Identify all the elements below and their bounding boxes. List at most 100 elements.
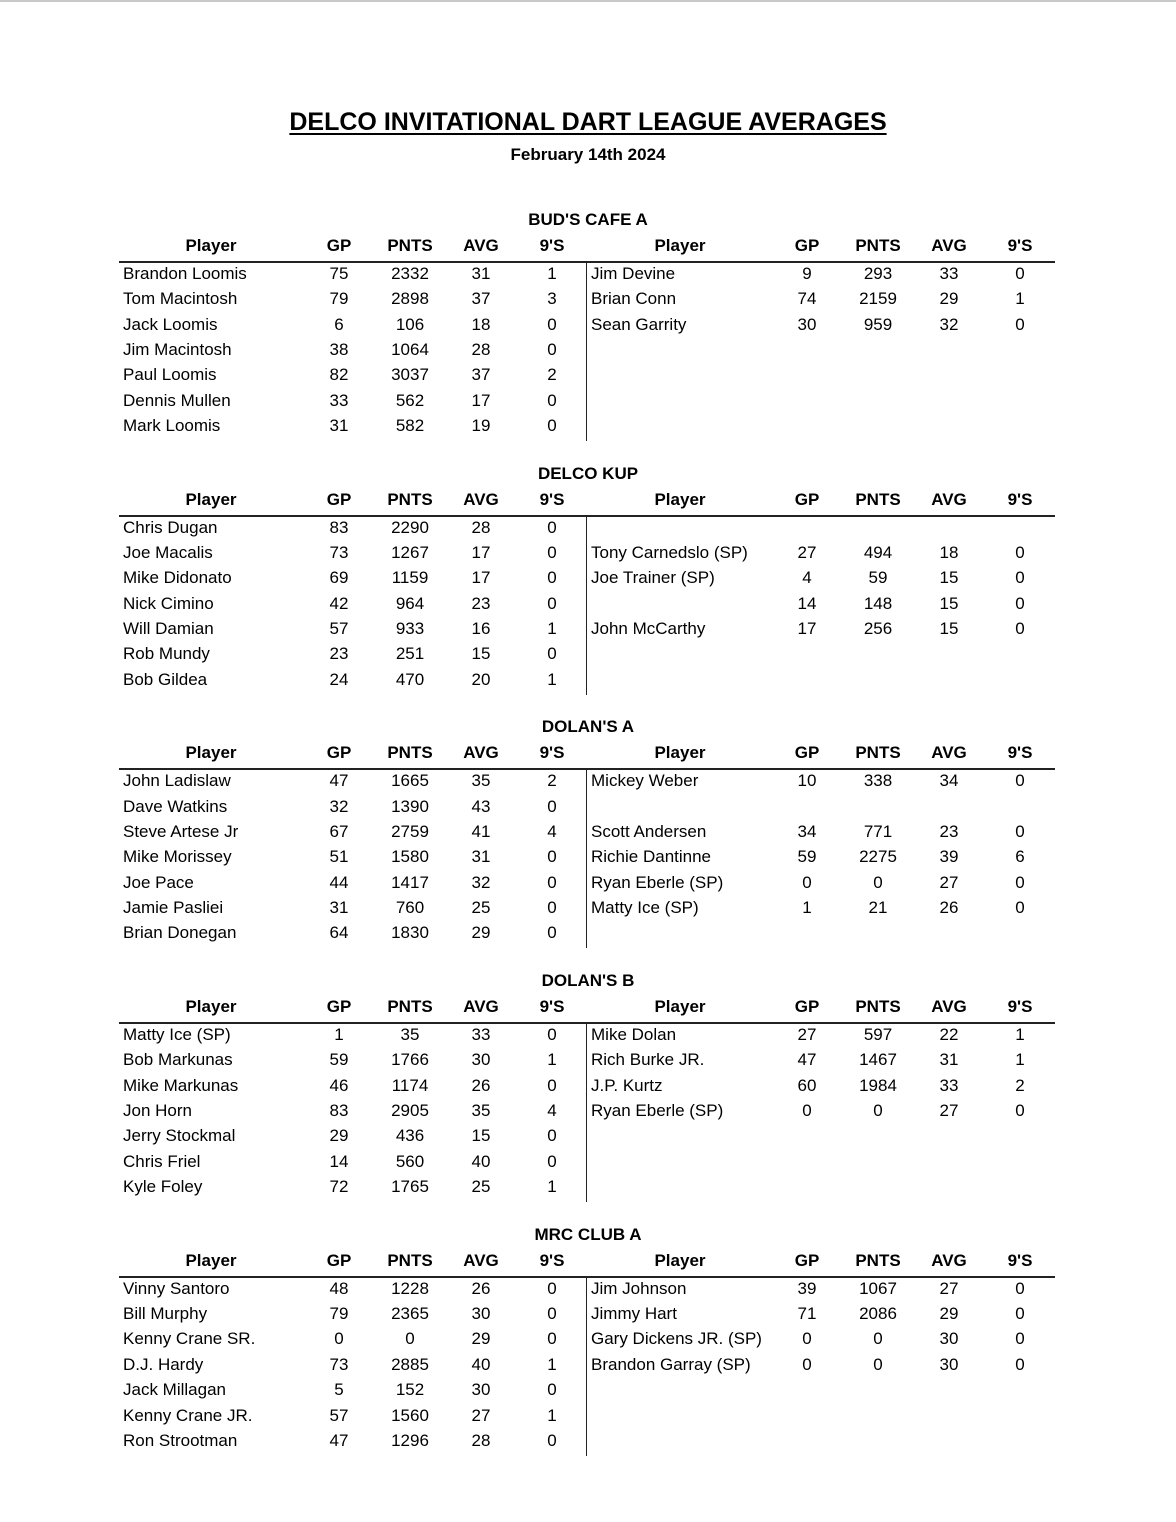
player-name: Mickey Weber bbox=[591, 771, 699, 791]
stat-pnts: 1267 bbox=[391, 543, 429, 563]
team-section: DOLAN'S A Player GP PNTS AVG 9'S John Ladislaw… bbox=[0, 717, 1176, 967]
column-header: 9'S bbox=[1007, 489, 1033, 509]
stat-gp: 0 bbox=[802, 1354, 812, 1374]
stat-gp: 57 bbox=[329, 1405, 349, 1425]
team-section: DELCO KUP Player GP PNTS AVG 9'S Chris Dugan 83… bbox=[0, 464, 1176, 714]
column-header: GP bbox=[326, 997, 352, 1017]
header-rule bbox=[119, 768, 1055, 771]
stat-nines: 0 bbox=[1015, 898, 1025, 918]
player-name: Joe Trainer (SP) bbox=[591, 568, 715, 588]
column-header: GP bbox=[794, 997, 820, 1017]
player-name: Jim Devine bbox=[591, 264, 676, 283]
stat-gp: 0 bbox=[802, 1101, 812, 1121]
stat-nines: 0 bbox=[547, 593, 557, 613]
stat-avg: 26 bbox=[471, 1278, 491, 1298]
stat-gp: 69 bbox=[329, 568, 349, 588]
header-rule bbox=[119, 261, 1055, 263]
stat-gp: 59 bbox=[797, 847, 817, 867]
stat-pnts: 106 bbox=[395, 314, 425, 334]
stat-pnts: 2159 bbox=[859, 289, 897, 309]
stat-pnts: 494 bbox=[863, 543, 893, 563]
stat-gp: 6 bbox=[334, 314, 344, 334]
stat-avg: 15 bbox=[939, 619, 959, 639]
column-header: 9'S bbox=[539, 997, 565, 1017]
stat-avg: 27 bbox=[939, 1101, 959, 1121]
column-header: AVG bbox=[463, 1250, 499, 1270]
stat-avg: 25 bbox=[471, 898, 491, 918]
stat-avg: 17 bbox=[471, 390, 491, 410]
stat-nines: 4 bbox=[547, 822, 557, 842]
team-name: BUD'S CAFE A bbox=[528, 210, 648, 229]
stat-pnts: 1560 bbox=[391, 1405, 429, 1425]
stat-nines: 0 bbox=[1015, 543, 1025, 563]
player-name: J.P. Kurtz bbox=[591, 1075, 663, 1095]
player-name: Ryan Eberle (SP) bbox=[591, 872, 724, 892]
stat-gp: 31 bbox=[329, 416, 349, 436]
stat-gp: 71 bbox=[797, 1304, 817, 1324]
stat-avg: 28 bbox=[471, 517, 491, 537]
stat-gp: 32 bbox=[329, 796, 349, 816]
stat-gp: 27 bbox=[797, 543, 817, 563]
column-header: AVG bbox=[931, 1250, 967, 1270]
stat-gp: 74 bbox=[797, 289, 817, 309]
stat-pnts: 1467 bbox=[859, 1050, 897, 1070]
stat-gp: 10 bbox=[797, 771, 817, 791]
stat-avg: 15 bbox=[471, 1126, 491, 1146]
stat-avg: 35 bbox=[471, 771, 491, 791]
stat-gp: 1 bbox=[334, 1025, 344, 1045]
player-name: Bill Murphy bbox=[123, 1304, 208, 1324]
stat-pnts: 2905 bbox=[391, 1101, 429, 1121]
stat-pnts: 597 bbox=[863, 1025, 893, 1045]
column-header: AVG bbox=[931, 236, 967, 255]
player-name: Bob Gildea bbox=[123, 669, 208, 689]
player-name: Brandon Garray (SP) bbox=[591, 1354, 751, 1374]
stat-gp: 46 bbox=[329, 1075, 349, 1095]
stat-pnts: 2290 bbox=[391, 517, 429, 537]
stat-gp: 5 bbox=[334, 1380, 344, 1400]
stat-pnts: 148 bbox=[863, 593, 893, 613]
stat-gp: 47 bbox=[329, 771, 349, 791]
stat-avg: 29 bbox=[471, 923, 491, 943]
stat-pnts: 964 bbox=[395, 593, 425, 613]
stat-gp: 38 bbox=[329, 340, 349, 360]
player-name: Jon Horn bbox=[123, 1101, 192, 1121]
stat-avg: 27 bbox=[939, 1278, 959, 1298]
stat-gp: 59 bbox=[329, 1050, 349, 1070]
stat-gp: 29 bbox=[329, 1126, 349, 1146]
stat-avg: 30 bbox=[939, 1329, 959, 1349]
player-name: Bob Markunas bbox=[123, 1050, 233, 1070]
stat-nines: 0 bbox=[547, 517, 557, 537]
player-name: Jimmy Hart bbox=[591, 1304, 677, 1324]
stat-nines: 0 bbox=[547, 872, 557, 892]
stat-pnts: 1296 bbox=[391, 1430, 429, 1450]
stat-pnts: 562 bbox=[395, 390, 425, 410]
stat-pnts: 293 bbox=[863, 264, 893, 283]
stat-nines: 0 bbox=[1015, 1304, 1025, 1324]
stat-gp: 14 bbox=[329, 1151, 349, 1171]
stat-gp: 39 bbox=[797, 1278, 817, 1298]
stat-avg: 30 bbox=[471, 1050, 491, 1070]
player-name: Chris Friel bbox=[123, 1151, 201, 1171]
stat-avg: 29 bbox=[471, 1329, 491, 1349]
column-header: 9'S bbox=[539, 743, 565, 763]
stat-pnts: 1580 bbox=[391, 847, 429, 867]
stat-avg: 32 bbox=[939, 314, 959, 334]
stat-avg: 18 bbox=[471, 314, 491, 334]
stat-nines: 2 bbox=[547, 365, 557, 385]
stat-pnts: 2086 bbox=[859, 1304, 897, 1324]
column-header: 9'S bbox=[539, 489, 565, 509]
column-header: GP bbox=[326, 743, 352, 763]
stat-pnts: 1159 bbox=[391, 568, 429, 588]
column-header: GP bbox=[326, 489, 352, 509]
stat-pnts: 0 bbox=[405, 1329, 415, 1349]
stat-nines: 3 bbox=[547, 289, 557, 309]
stat-nines: 1 bbox=[547, 1177, 557, 1197]
stat-gp: 1 bbox=[802, 898, 812, 918]
stat-nines: 0 bbox=[547, 1329, 557, 1349]
player-name: Mike Didonato bbox=[123, 568, 232, 588]
team-section: BUD'S CAFE A Player GP PNTS AVG 9'S Brandon Lo… bbox=[0, 210, 1176, 460]
stat-gp: 31 bbox=[329, 898, 349, 918]
stat-nines: 0 bbox=[547, 314, 557, 334]
stat-nines: 0 bbox=[547, 898, 557, 918]
column-header: 9'S bbox=[1007, 1250, 1033, 1270]
